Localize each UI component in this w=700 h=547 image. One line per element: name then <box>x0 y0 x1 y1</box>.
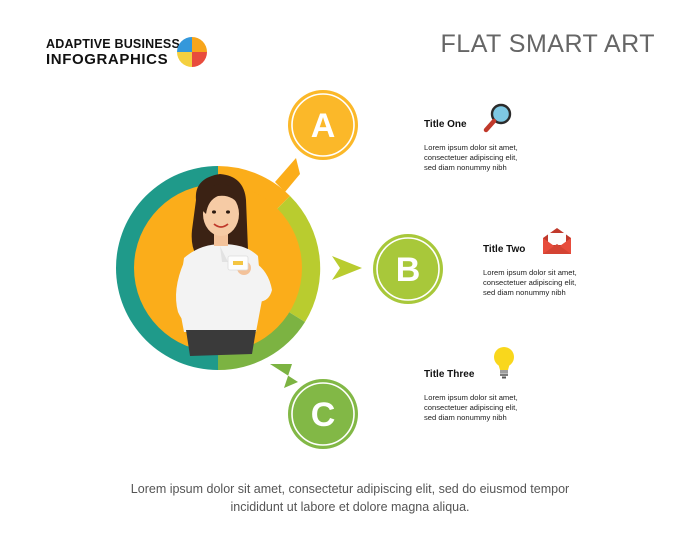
item-three-text-line: Lorem ipsum dolor sit amet, <box>424 393 518 402</box>
page-title: FLAT SMART ART <box>440 30 655 58</box>
footer-line-1: Lorem ipsum dolor sit amet, consectetur … <box>130 482 570 496</box>
item-three-title: Title Three <box>424 369 475 380</box>
item-two-text-line: consectetuer adipiscing elit, <box>483 278 577 288</box>
item-two-text-line: Lorem ipsum dolor sit amet, <box>483 268 577 277</box>
businesswoman-illustration <box>176 174 272 356</box>
item-two-title: Title Two <box>483 244 526 255</box>
node-b: B <box>373 234 443 304</box>
magnifier-icon <box>483 103 512 133</box>
item-three-text-line: sed diam nonummy nibh <box>424 413 507 423</box>
item-one-title: Title One <box>424 119 467 130</box>
brand-title: ADAPTIVE BUSINESS INFOGRAPHICS <box>46 37 180 69</box>
node-b-letter: B <box>396 251 421 289</box>
item-two: Title Two Lorem ipsum dolor sit amet, co… <box>483 244 653 298</box>
arrow-to-c <box>270 364 298 388</box>
pie-logo-icon <box>177 37 207 67</box>
arrow-to-b <box>332 256 362 280</box>
item-one-text: Lorem ipsum dolor sit amet, consectetuer… <box>424 143 594 173</box>
item-three-text: Lorem ipsum dolor sit amet, consectetuer… <box>424 393 594 423</box>
footer-text: Lorem ipsum dolor sit amet, consectetur … <box>90 480 610 516</box>
item-three-text-line: consectetuer adipiscing elit, <box>424 403 518 413</box>
node-a: A <box>288 90 358 160</box>
item-one-text-line: sed diam nonummy nibh <box>424 163 507 173</box>
item-one: Title One Lorem ipsum dolor sit amet, co… <box>424 119 594 173</box>
item-one-text-line: consectetuer adipiscing elit, <box>424 153 518 163</box>
footer-line-2: incididunt ut labore et dolore magna ali… <box>230 500 470 515</box>
item-three: Title Three Lorem ipsum dolor sit amet, … <box>424 369 594 423</box>
brand-line-1: ADAPTIVE BUSINESS <box>46 37 180 51</box>
item-two-text-line: sed diam nonummy nibh <box>483 288 566 298</box>
item-one-text-line: Lorem ipsum dolor sit amet, <box>424 143 518 152</box>
item-two-text: Lorem ipsum dolor sit amet, consectetuer… <box>483 268 653 298</box>
lightbulb-icon <box>494 347 514 379</box>
arrow-to-a <box>275 158 300 192</box>
node-c-letter: C <box>311 396 336 434</box>
envelope-icon <box>543 228 571 254</box>
brand-line-2: INFOGRAPHICS <box>46 51 169 69</box>
node-a-letter: A <box>311 107 336 145</box>
node-c: C <box>288 379 358 449</box>
